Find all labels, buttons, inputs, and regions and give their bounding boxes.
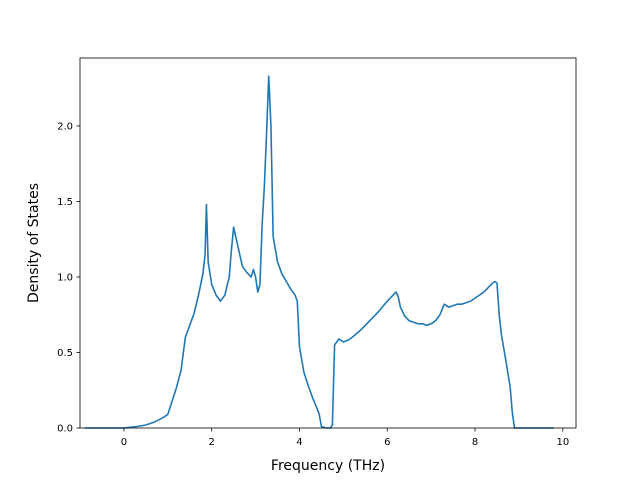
x-tick-label: 2 <box>208 437 214 448</box>
y-tick-label: 2.0 <box>57 121 73 132</box>
x-tick-label: 4 <box>296 437 302 448</box>
y-tick-label: 1.0 <box>57 272 73 283</box>
y-axis-title: Density of States <box>26 183 42 303</box>
x-tick-label: 8 <box>472 437 478 448</box>
y-tick-label: 0.0 <box>57 424 73 435</box>
y-tick-label: 1.5 <box>57 197 73 208</box>
plot-area <box>84 75 555 429</box>
y-tick-label: 0.5 <box>57 348 73 359</box>
y-axis-ticks: 0.0 0.5 1.0 1.5 2.0 <box>57 121 80 435</box>
x-axis-title: Frequency (THz) <box>271 458 385 474</box>
x-tick-label: 6 <box>384 437 390 448</box>
x-tick-label: 0 <box>121 437 127 448</box>
axes-frame <box>79 57 577 429</box>
x-tick-label: 10 <box>556 437 569 448</box>
series-line-0 <box>84 75 555 429</box>
x-axis-ticks: 0 2 4 6 8 10 <box>121 428 569 448</box>
